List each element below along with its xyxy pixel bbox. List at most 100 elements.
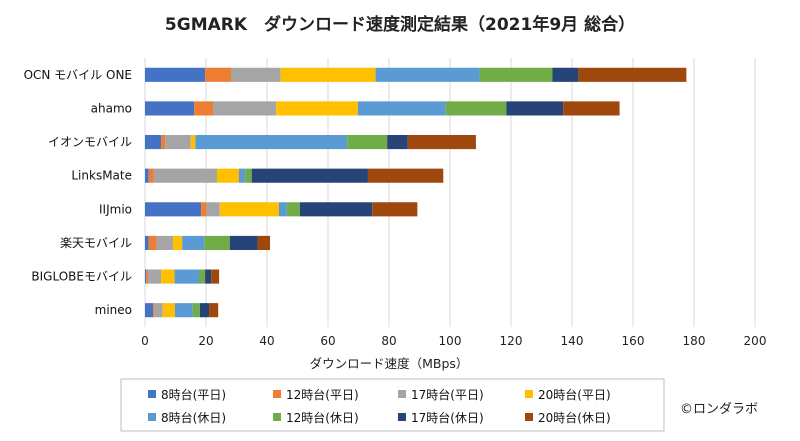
bar-segment: [195, 135, 348, 150]
category-label: LinksMate: [71, 169, 132, 183]
x-tick-label: 160: [622, 334, 645, 348]
x-tick-label: 140: [561, 334, 584, 348]
legend-label: 17時台(平日): [411, 387, 484, 402]
bar-segment: [552, 67, 579, 82]
bar-segment: [199, 303, 210, 318]
legend-swatch: [525, 390, 533, 398]
legend-box: [120, 378, 665, 432]
category-label: mineo: [95, 303, 132, 317]
bar-segment: [145, 303, 154, 318]
legend-swatch: [273, 413, 281, 421]
bar-segment: [245, 168, 252, 183]
bar-segment: [201, 202, 207, 217]
bar-segment: [182, 235, 205, 250]
bar-segment: [407, 135, 476, 150]
x-tick-labels: 0 20 40 60 80 100 120 140 160 180 200: [141, 334, 766, 348]
bar-segment: [213, 101, 277, 116]
bar-segment: [231, 67, 281, 82]
bar-segment: [209, 303, 219, 318]
bar-segment: [219, 202, 279, 217]
bar-segment: [204, 235, 230, 250]
bar-segment: [205, 67, 232, 82]
credit-text: ©ロンダラボ: [680, 402, 758, 417]
bar-segment: [357, 101, 446, 116]
bar-segment: [192, 303, 200, 318]
category-label: BIGLOBEモバイル: [31, 270, 132, 284]
bar-segment: [153, 303, 155, 318]
x-axis-title: ダウンロード速度（MBps）: [310, 356, 469, 371]
bar-segment: [238, 168, 246, 183]
legend-label: 17時台(休日): [411, 410, 484, 425]
legend-swatch: [398, 413, 406, 421]
chart-title: 5GMARK ダウンロード速度測定結果（2021年9月 総合）: [165, 14, 635, 35]
bar-segment: [165, 135, 191, 150]
bar-segment: [145, 67, 206, 82]
bar-segment: [479, 67, 553, 82]
bar-segment: [278, 202, 287, 217]
x-tick-label: 20: [198, 334, 213, 348]
category-label: OCN モバイル ONE: [24, 68, 132, 82]
bar-segment: [216, 168, 239, 183]
x-tick-label: 100: [439, 334, 462, 348]
category-label: IIJmio: [99, 202, 132, 216]
x-tick-label: 180: [683, 334, 706, 348]
bar-segment: [146, 269, 149, 284]
bar-segment: [387, 135, 408, 150]
bar-segment: [257, 235, 271, 250]
legend-swatch: [398, 390, 406, 398]
bar-segment: [229, 235, 258, 250]
x-tick-label: 0: [141, 334, 149, 348]
bars: [145, 67, 687, 318]
bar-segment: [198, 269, 206, 284]
x-tick-label: 40: [259, 334, 274, 348]
bar-segment: [445, 101, 507, 116]
bar-segment: [280, 67, 376, 82]
bar-segment: [190, 135, 196, 150]
bar-segment: [206, 202, 220, 217]
gridlines: [144, 58, 756, 327]
bar-segment: [286, 202, 300, 217]
bar-segment: [153, 168, 217, 183]
x-tick-label: 80: [381, 334, 396, 348]
legend-label: 12時台(平日): [286, 387, 359, 402]
bar-segment: [251, 168, 368, 183]
bar-segment: [148, 235, 157, 250]
bar-segment: [375, 67, 480, 82]
bar-segment: [161, 269, 175, 284]
bar-segment: [148, 168, 154, 183]
bar-segment: [367, 168, 444, 183]
legend-label: 20時台(平日): [538, 387, 611, 402]
bar-segment: [145, 235, 149, 250]
bar-segment: [578, 67, 687, 82]
legend-swatch: [148, 413, 156, 421]
bar-segment: [148, 269, 162, 284]
bar-segment: [506, 101, 564, 116]
bar-segment: [156, 235, 174, 250]
legend-label: 8時台(休日): [161, 410, 226, 425]
category-label: イオンモバイル: [48, 135, 132, 149]
bar-segment: [162, 303, 175, 318]
bar-segment: [145, 135, 162, 150]
bar-segment: [174, 269, 199, 284]
bar-segment: [145, 202, 202, 217]
legend-swatch: [273, 390, 281, 398]
legend-label: 20時台(休日): [538, 410, 611, 425]
x-tick-label: 120: [500, 334, 523, 348]
bar-segment: [194, 101, 214, 116]
legend: 8時台(平日) 12時台(平日) 17時台(平日) 20時台(平日) 8時台(休日) 12…: [148, 387, 611, 425]
category-label: 楽天モバイル: [60, 236, 132, 250]
bar-segment: [372, 202, 418, 217]
bar-segment: [154, 303, 163, 318]
legend-label: 12時台(休日): [286, 410, 359, 425]
bar-segment: [276, 101, 358, 116]
bar-segment: [211, 269, 220, 284]
x-tick-label: 200: [744, 334, 767, 348]
bar-segment: [173, 235, 183, 250]
category-labels: OCN モバイル ONE ahamo イオンモバイル LinksMate IIJmio 楽…: [24, 68, 132, 317]
bar-segment: [299, 202, 373, 217]
legend-swatch: [148, 390, 156, 398]
bar-segment: [347, 135, 388, 150]
bar-segment: [174, 303, 193, 318]
bar-segment: [161, 135, 166, 150]
